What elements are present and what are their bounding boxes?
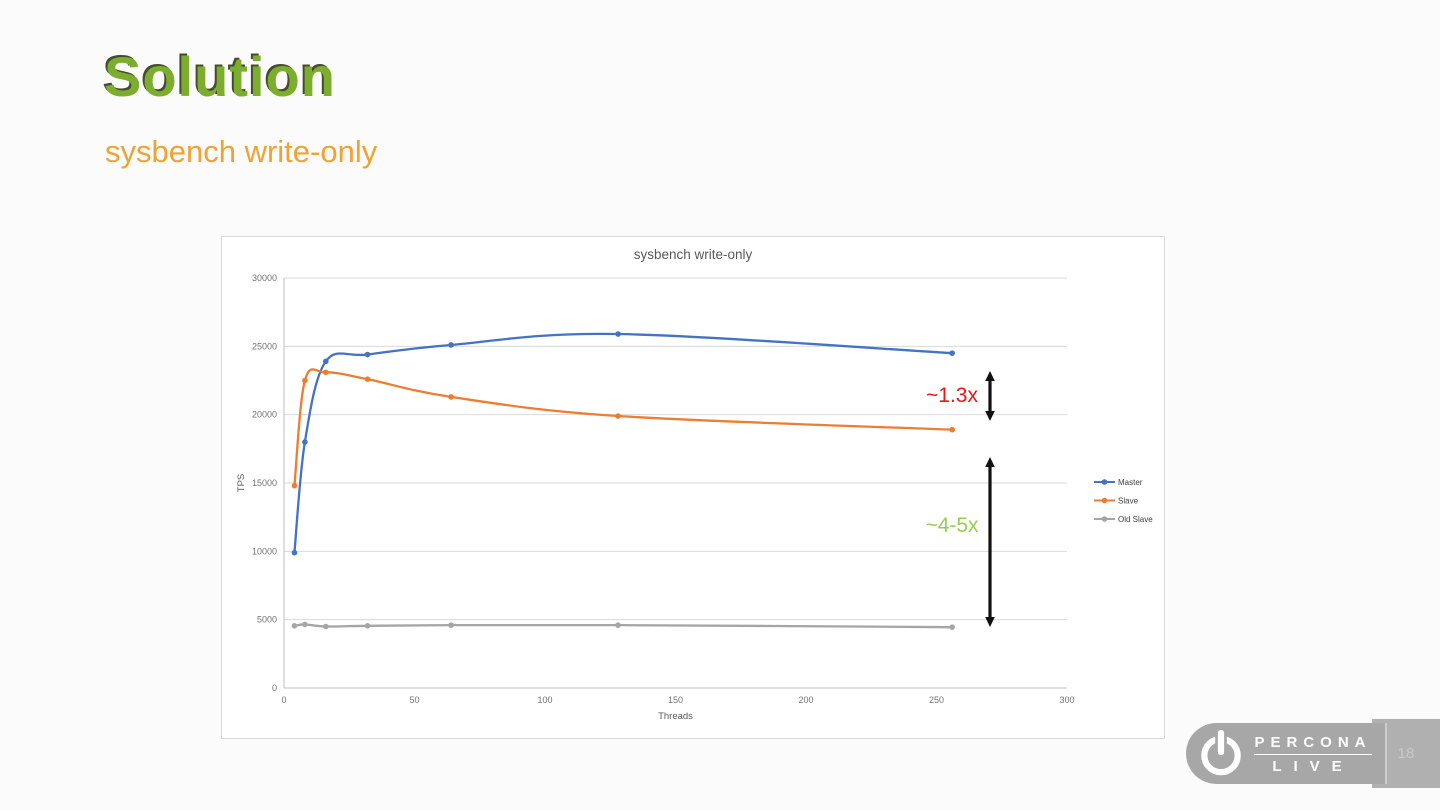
svg-text:Slave: Slave xyxy=(1118,497,1139,506)
annotation-ratio-small: ~1.3x xyxy=(926,384,978,407)
svg-text:Threads: Threads xyxy=(658,711,693,722)
svg-text:200: 200 xyxy=(798,695,813,705)
svg-text:5000: 5000 xyxy=(257,615,277,625)
svg-text:300: 300 xyxy=(1059,695,1074,705)
svg-text:15000: 15000 xyxy=(252,478,277,488)
slide-subtitle: sysbench write-only xyxy=(105,134,378,169)
svg-text:TPS: TPS xyxy=(236,474,247,492)
svg-text:0: 0 xyxy=(272,683,277,693)
svg-text:20000: 20000 xyxy=(252,410,277,420)
svg-text:30000: 30000 xyxy=(252,273,277,283)
svg-text:Master: Master xyxy=(1118,478,1143,487)
svg-text:25000: 25000 xyxy=(252,341,277,351)
page-number: 18 xyxy=(1397,745,1415,762)
power-icon xyxy=(1201,729,1241,776)
svg-text:Old Slave: Old Slave xyxy=(1118,515,1153,524)
chart-panel: 0 5000 10000 15000 20000 25000 30000 0 50 100 150 2… xyxy=(221,236,1165,739)
logo-percona-text: PERCONA xyxy=(1254,734,1372,755)
svg-text:50: 50 xyxy=(409,695,419,705)
annotation-ratio-large: ~4-5x xyxy=(925,514,979,537)
slide-title: Solution xyxy=(104,45,336,108)
svg-text:sysbench write-only: sysbench write-only xyxy=(634,247,753,262)
svg-text:0: 0 xyxy=(281,695,286,705)
svg-text:10000: 10000 xyxy=(252,546,277,556)
svg-text:250: 250 xyxy=(929,695,944,705)
logo-live-text: LIVE xyxy=(1272,758,1354,775)
svg-text:100: 100 xyxy=(537,695,552,705)
logo-text: PERCONA LIVE xyxy=(1248,734,1378,775)
svg-text:150: 150 xyxy=(668,695,683,705)
percona-live-logo: PERCONA LIVE xyxy=(1186,723,1387,784)
logo-divider xyxy=(1385,723,1387,784)
line-chart: 0 5000 10000 15000 20000 25000 30000 0 50 100 150 2… xyxy=(236,247,1153,722)
